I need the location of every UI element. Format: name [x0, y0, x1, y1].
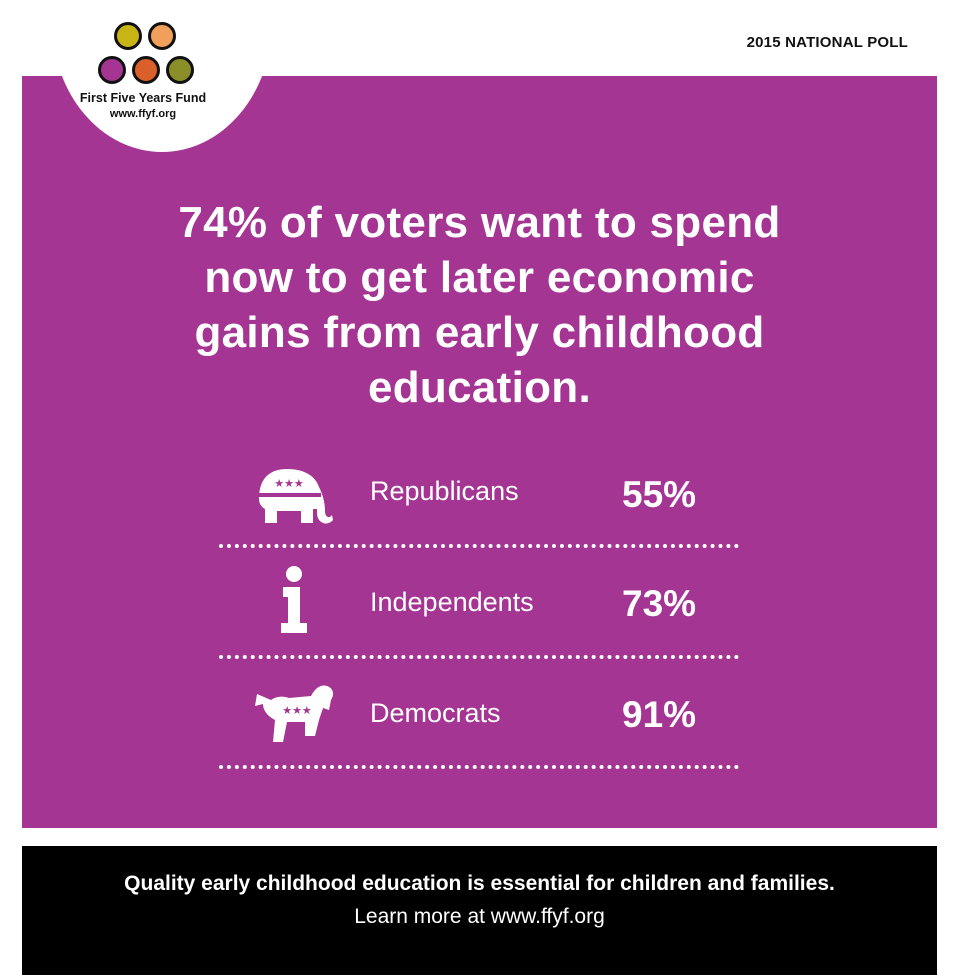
logo-dot — [132, 56, 160, 84]
row-value: 91% — [622, 694, 697, 735]
divider — [219, 765, 739, 769]
row-label: Republicans — [370, 476, 519, 506]
headline-line: education. — [367, 363, 592, 412]
independent-i-icon — [281, 566, 307, 633]
row-label: Democrats — [370, 698, 501, 728]
row-value: 73% — [622, 583, 697, 624]
svg-text:★★★: ★★★ — [282, 704, 312, 717]
divider — [219, 544, 739, 548]
row-label: Independents — [370, 587, 534, 617]
svg-text:★★★: ★★★ — [274, 477, 304, 490]
row-value: 55% — [622, 474, 697, 515]
logo-dot — [114, 22, 142, 50]
elephant-icon: ★★★ — [257, 469, 333, 524]
logo-dot — [148, 22, 176, 50]
logo[interactable]: First Five Years Fund www.ffyf.org — [80, 22, 228, 127]
headline-line: gains from early childhood — [194, 308, 765, 357]
logo-url: www.ffyf.org — [109, 108, 177, 120]
logo-dot — [98, 56, 126, 84]
headline: 74% of voters want to spend now to get l… — [22, 195, 937, 415]
footer-link[interactable]: Learn more at www.ffyf.org — [354, 905, 605, 928]
footer: Quality early childhood education is ess… — [22, 846, 937, 975]
headline-line: now to get later economic — [204, 253, 755, 302]
headline-line: 74% of voters want to spend — [178, 198, 781, 247]
poll-label: 2015 NATIONAL POLL — [746, 34, 908, 51]
logo-dot — [166, 56, 194, 84]
donkey-icon: ★★★ — [255, 685, 334, 742]
divider — [219, 655, 739, 659]
footer-tagline: Quality early childhood education is ess… — [124, 872, 835, 895]
main-panel — [22, 76, 937, 828]
logo-name: First Five Years Fund — [79, 91, 207, 105]
